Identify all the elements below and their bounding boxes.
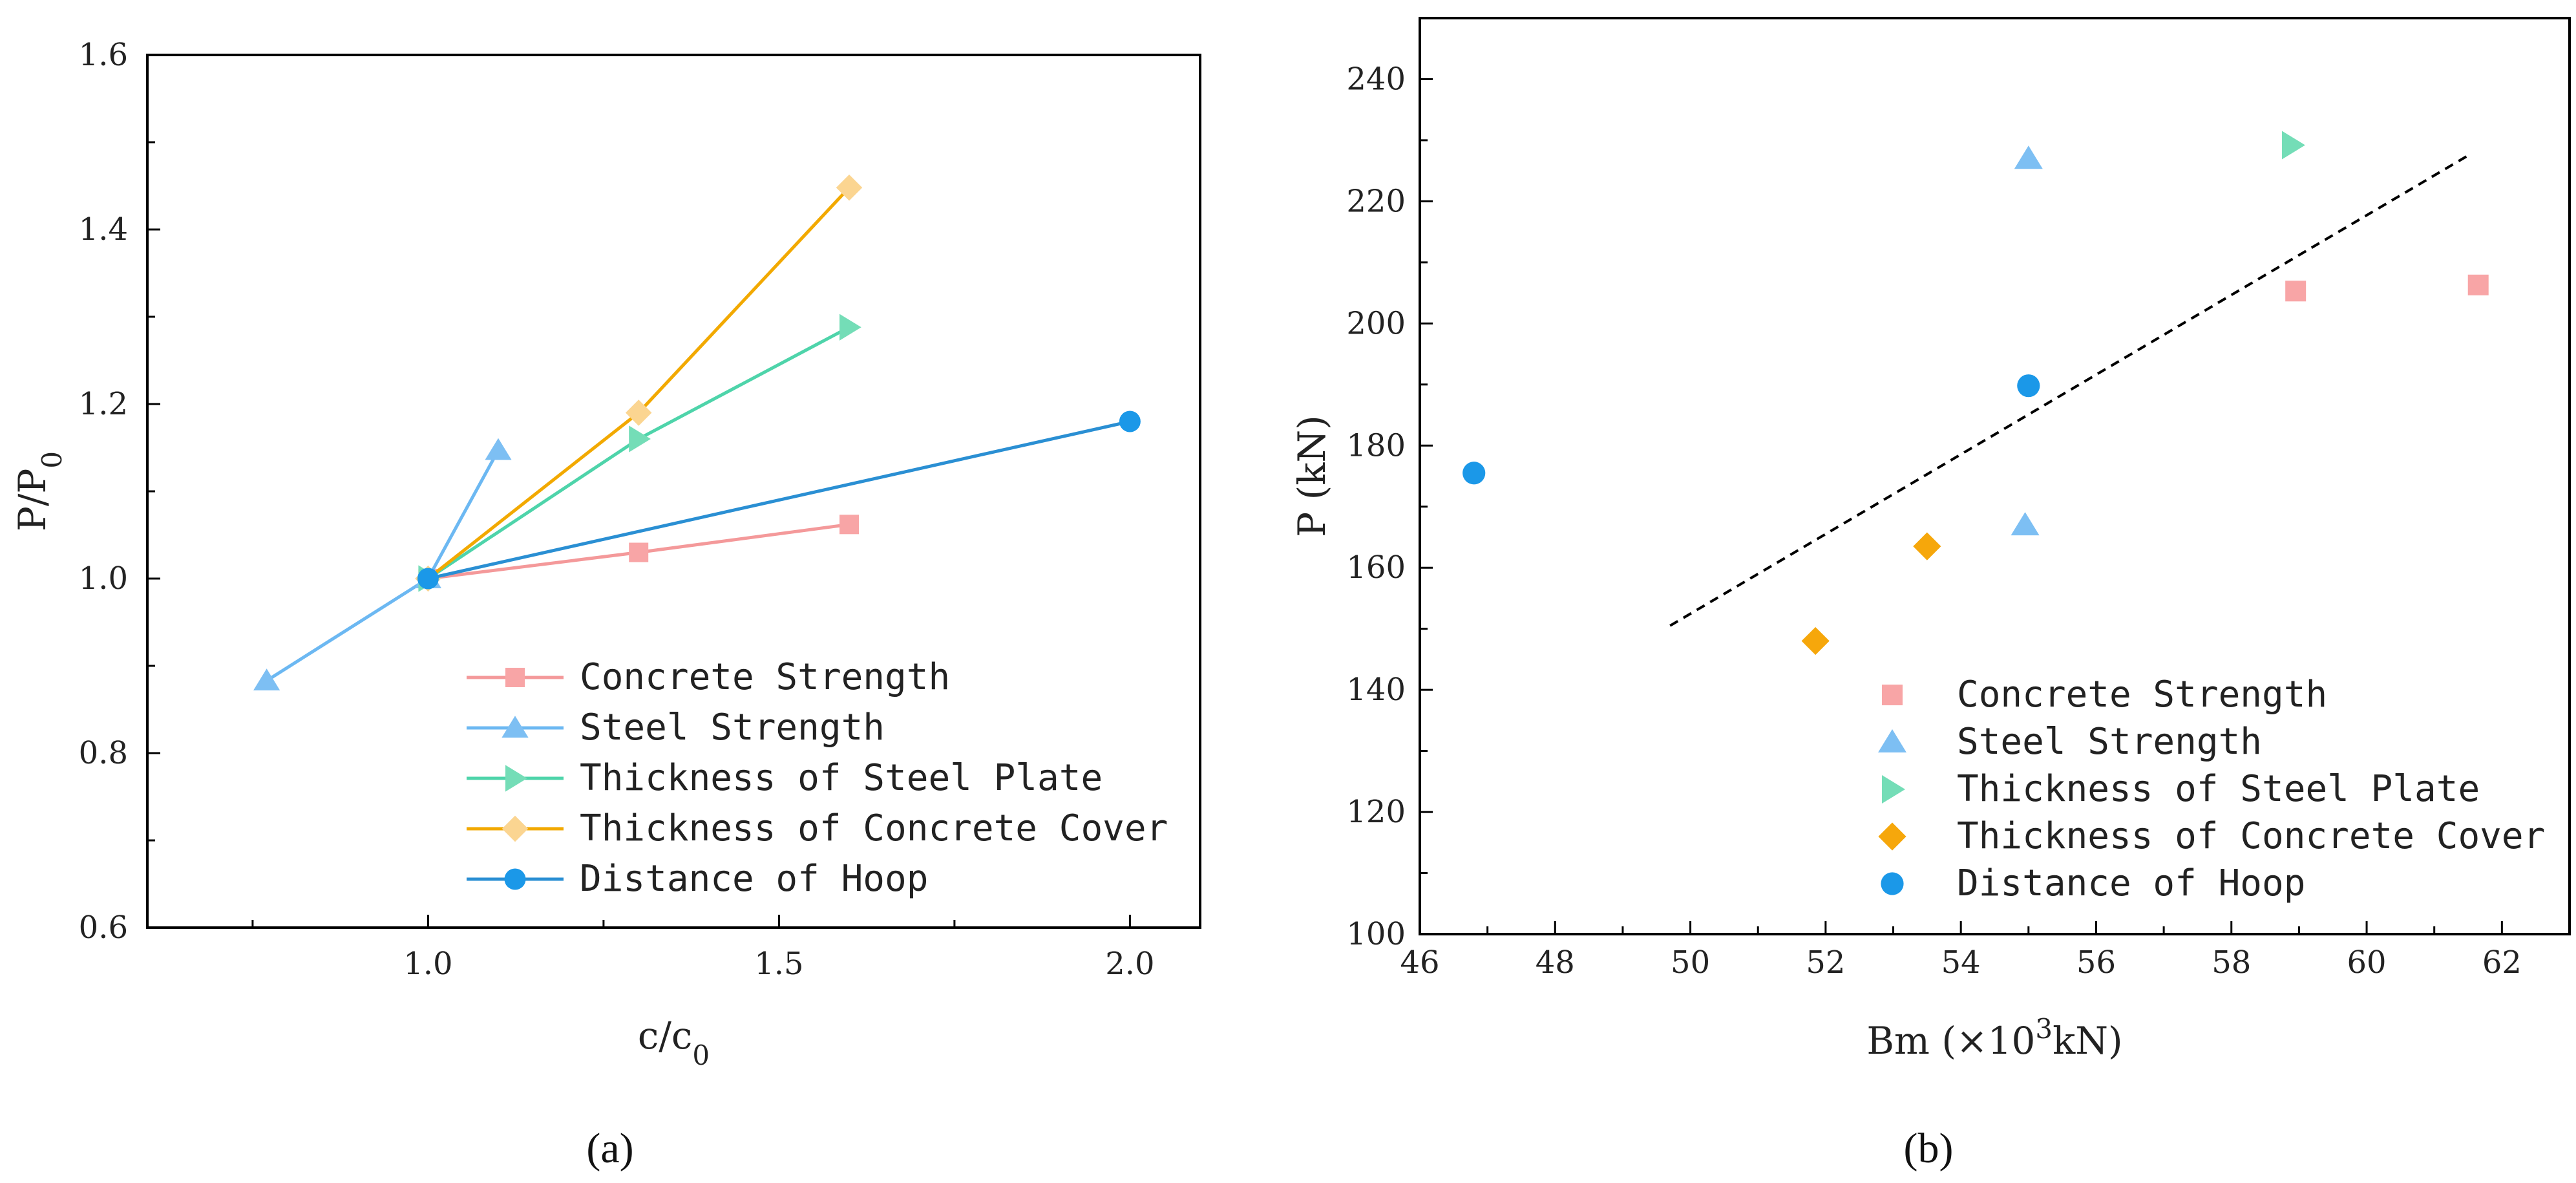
y-tick-label: 0.6: [79, 910, 128, 946]
legend-label: Thickness of Steel Plate: [1957, 768, 2480, 810]
series-thickness-of-steel-plate: [2281, 131, 2305, 160]
y-tick-label: 1.4: [79, 211, 128, 248]
legend-marker-triangle-right: [1882, 775, 1905, 804]
x-tick-label: 52: [1806, 944, 1845, 981]
legend: Concrete Strength Steel Strength Thickness…: [467, 656, 1168, 900]
series-steel-strength: [253, 438, 512, 690]
data-point-triangle-up: [2014, 145, 2043, 169]
trend-line: [1669, 154, 2469, 627]
y-tick-label: 180: [1346, 427, 1406, 464]
legend-marker-square: [1882, 685, 1903, 705]
series-thickness-of-concrete-cover: [415, 174, 863, 592]
series-thickness-of-concrete-cover: [1801, 532, 1941, 655]
legend-label: Steel Strength: [580, 707, 885, 749]
x-tick-label: 58: [2212, 944, 2251, 981]
y-axis-subscript: 0: [36, 451, 68, 469]
x-axis-subscript: 0: [692, 1039, 710, 1071]
x-tick-label: 2.0: [1105, 946, 1154, 982]
legend-marker-diamond: [1878, 822, 1906, 851]
legend-label: Thickness of Steel Plate: [580, 757, 1103, 799]
series-concrete-strength: [418, 515, 859, 588]
series-distance-of-hoop: [417, 410, 1141, 590]
y-axis-title-group: P/P0: [10, 451, 68, 531]
data-point-circle: [417, 568, 439, 590]
y-tick-label: 200: [1346, 305, 1406, 341]
plot-frame: [1419, 17, 2571, 935]
x-tick-label: 56: [2076, 944, 2116, 981]
series-concrete-strength: [2285, 274, 2489, 302]
x-axis-title: c/c0: [638, 1014, 710, 1071]
x-axis-title-end: kN): [2053, 1019, 2123, 1063]
panel-b-chart: 100 120 140 160 180 200 220 240 46 48 50 52 54 56 58 60…: [1290, 17, 2571, 1172]
series-distance-of-hoop: [1462, 374, 2040, 485]
y-tick-label: 240: [1346, 61, 1406, 97]
y-tick-label: 1.6: [79, 37, 128, 73]
y-tick-label: 100: [1346, 916, 1406, 952]
legend-label: Thickness of Concrete Cover: [1957, 815, 2545, 857]
x-tick-label: 1.5: [754, 946, 803, 982]
y-tick-label: 220: [1346, 183, 1406, 219]
y-tick-label: 1.0: [79, 560, 128, 597]
data-point-square: [839, 515, 859, 535]
x-axis-superscript: 3: [2035, 1013, 2053, 1045]
data-point-diamond: [836, 174, 863, 201]
legend: Concrete Strength Steel Strength Thickness…: [1878, 674, 2545, 904]
data-point-triangle-up: [485, 438, 512, 460]
legend-marker-triangle-up: [1878, 729, 1906, 752]
x-axis-title: Bm (×103kN): [1866, 1013, 2122, 1063]
panel-label-b: (b): [1904, 1125, 1954, 1172]
x-tick-label: 62: [2482, 944, 2522, 981]
data-point-triangle-right: [629, 425, 651, 453]
data-point-triangle-right: [2281, 131, 2305, 160]
legend-marker-circle: [1881, 872, 1904, 895]
y-axis-title: P (kN): [1290, 415, 1334, 537]
x-tick-label: 50: [1671, 944, 1710, 981]
data-point-square: [2467, 274, 2489, 295]
y-tick-label: 160: [1346, 549, 1406, 586]
legend-label: Steel Strength: [1957, 721, 2262, 763]
legend-label: Thickness of Concrete Cover: [580, 807, 1168, 849]
x-tick-label: 1.0: [403, 946, 452, 982]
x-tick-label: 46: [1400, 944, 1439, 981]
x-tick-label: 48: [1536, 944, 1575, 981]
series-line: [427, 186, 850, 580]
series-line: [266, 449, 500, 683]
series-line: [427, 420, 1130, 581]
data-point-triangle-up: [2011, 512, 2040, 536]
data-point-circle: [2017, 374, 2040, 398]
y-axis-title: P/P0: [10, 451, 68, 531]
data-point-triangle-up: [253, 668, 280, 690]
legend-label: Concrete Strength: [1957, 674, 2327, 716]
x-tick-label: 54: [1941, 944, 1981, 981]
y-tick-label: 0.8: [79, 735, 128, 771]
y-tick-label: 140: [1346, 672, 1406, 708]
data-point-diamond: [1801, 626, 1830, 655]
panel-label-a: (a): [586, 1125, 633, 1172]
data-point-diamond: [625, 400, 652, 426]
data-point-triangle-right: [839, 314, 861, 341]
data-point-circle: [1119, 410, 1141, 432]
legend-marker-square: [505, 668, 525, 687]
legend-marker-circle: [504, 868, 526, 890]
data-point-square: [629, 542, 649, 562]
legend-marker-triangle-right: [505, 765, 527, 792]
series-steel-strength: [2011, 145, 2043, 536]
y-tick-label: 120: [1346, 794, 1406, 830]
legend-marker-diamond: [501, 815, 529, 842]
legend-marker-triangle-up: [501, 716, 529, 738]
data-point-square: [2285, 281, 2307, 302]
legend-label: Concrete Strength: [580, 656, 950, 698]
data-point-diamond: [1913, 532, 1941, 560]
data-point-circle: [1462, 462, 1486, 485]
legend-label: Distance of Hoop: [1957, 862, 2305, 904]
y-tick-label: 1.2: [79, 386, 128, 422]
x-tick-label: 60: [2347, 944, 2387, 981]
panel-a-chart: 0.6 0.8 1.0 1.2 1.4 1.6 1.0 1.5 2.0 c/c0 P/P0 Concr…: [10, 37, 1201, 1172]
legend-label: Distance of Hoop: [580, 858, 928, 900]
y-axis-title-group: P (kN): [1290, 415, 1334, 537]
